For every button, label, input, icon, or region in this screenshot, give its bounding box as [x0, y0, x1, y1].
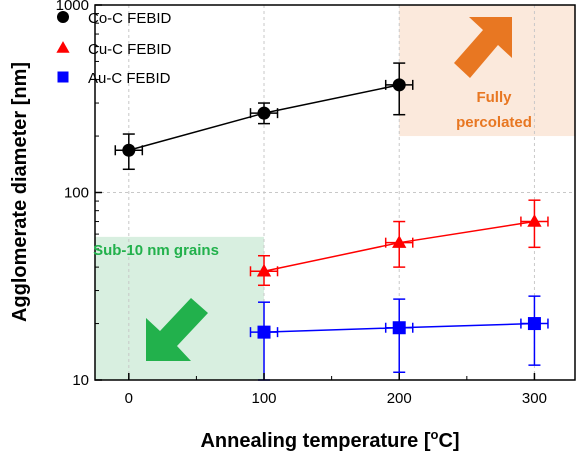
annotation-fully-line2: percolated [456, 114, 532, 131]
annotation-sub10-label: Sub-10 nm grains [93, 242, 219, 259]
annotation-texts: Fully percolated Sub-10 nm grains [93, 17, 532, 361]
x-axis-title-tail: C] [438, 430, 459, 452]
x-axis-title: Annealing temperature [oC] [200, 427, 459, 452]
x-tick-label-300: 300 [522, 390, 547, 407]
y-tick-label-10: 10 [72, 372, 89, 389]
series-1-point-0 [256, 263, 272, 277]
series-0-point-2 [392, 78, 406, 92]
x-tick-label-0: 0 [125, 390, 133, 407]
series-2-point-2 [527, 317, 541, 331]
series-1-point-2 [527, 214, 542, 227]
arrow-up-right-icon [454, 17, 512, 78]
series-0 [114, 62, 414, 171]
series-2-errorbar-1 [384, 298, 414, 373]
legend: Co-C FEBID Cu-C FEBID Au-C FEBID [56, 10, 172, 87]
axis-ticks [95, 4, 536, 381]
series-2-errorbar-2 [520, 295, 549, 366]
arrow-down-left-icon [146, 298, 208, 361]
x-tick-label-100: 100 [251, 390, 276, 407]
series-1 [249, 199, 549, 287]
legend-label-cu: Cu-C FEBID [88, 41, 172, 58]
annotation-arrows [146, 17, 512, 361]
y-axis-title: Agglomerate diameter [nm] [9, 62, 31, 322]
legend-marker-au [57, 71, 69, 83]
legend-label-au: Au-C FEBID [88, 70, 171, 87]
series-2 [249, 295, 549, 381]
series-layer [114, 62, 549, 381]
y-tick-label-1000: 1000 [56, 0, 89, 14]
series-0-point-1 [257, 106, 271, 120]
series-1-point-1 [392, 235, 407, 248]
legend-marker-cu [56, 41, 70, 53]
x-axis-title-main: Annealing temperature [ [200, 430, 430, 452]
y-tick-label-100: 100 [64, 185, 89, 202]
legend-marker-co [57, 11, 69, 23]
series-2-point-1 [392, 321, 406, 335]
x-tick-label-200: 200 [387, 390, 412, 407]
annotation-fully-line1: Fully [476, 89, 512, 106]
series-2-point-0 [257, 325, 271, 339]
tick-labels: 0 100 200 300 10 100 1000 [56, 0, 547, 407]
legend-label-co: Co-C FEBID [88, 10, 172, 27]
x-axis-title-sup: o [430, 427, 438, 442]
series-0-point-0 [122, 143, 136, 157]
